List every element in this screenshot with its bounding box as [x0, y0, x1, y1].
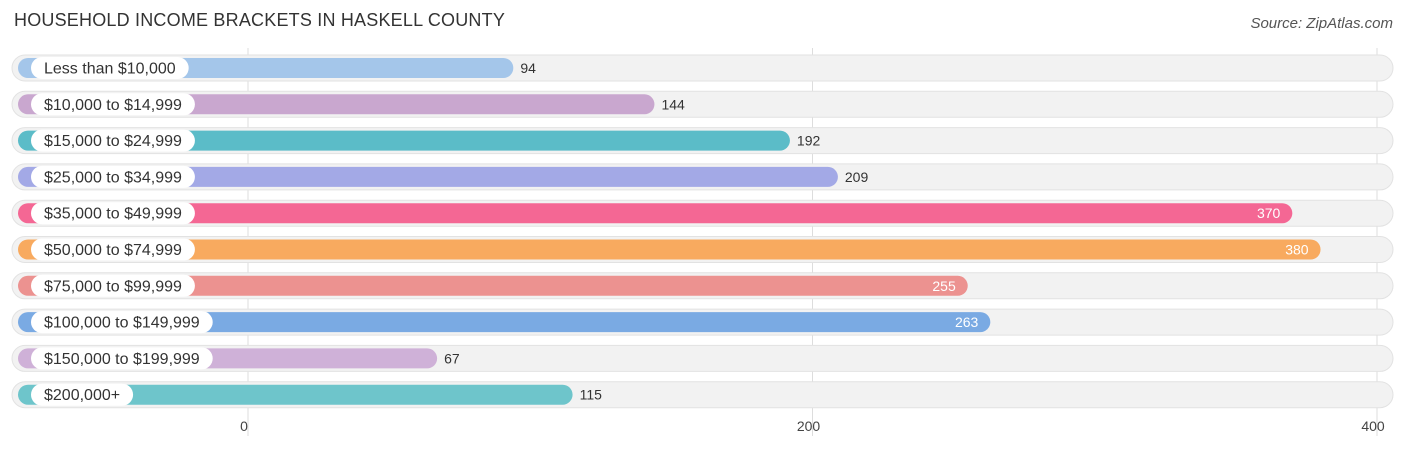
- category-label: $200,000+: [44, 387, 120, 404]
- value-label: 255: [932, 278, 956, 294]
- x-axis-ticks: 0 200 400: [240, 418, 1385, 434]
- value-label: 209: [845, 169, 869, 185]
- category-label: $25,000 to $34,999: [44, 169, 182, 186]
- category-label-pill: [31, 202, 195, 225]
- value-label: 94: [520, 60, 536, 76]
- category-label-pill: [31, 93, 195, 116]
- bar: [18, 384, 573, 405]
- value-label: 192: [797, 133, 821, 149]
- category-label: $10,000 to $14,999: [44, 97, 182, 114]
- category-label-pill: [31, 274, 195, 297]
- category-label: $150,000 to $199,999: [44, 351, 200, 368]
- category-label-pill: [31, 129, 195, 152]
- category-label-pill: [31, 238, 195, 261]
- source-credit: Source: ZipAtlas.com: [1250, 15, 1393, 32]
- bar: [18, 275, 968, 296]
- bar: [18, 166, 838, 187]
- value-label: 370: [1257, 205, 1281, 221]
- category-label-pill: [31, 165, 195, 188]
- bar-rows: Less than $10,000 94 $10,000 to $14,999 144…: [11, 54, 1394, 409]
- category-label: $75,000 to $99,999: [44, 278, 182, 295]
- category-label: $50,000 to $74,999: [44, 242, 182, 259]
- category-label: $100,000 to $149,999: [44, 315, 200, 332]
- category-label-pill: [31, 311, 213, 334]
- category-label: $35,000 to $49,999: [44, 206, 182, 223]
- value-label: 263: [955, 314, 979, 330]
- category-label-pill: [31, 57, 189, 79]
- x-tick-label: 400: [1361, 418, 1385, 434]
- category-label-pill: [31, 383, 134, 406]
- bar: [18, 239, 1321, 260]
- value-label: 380: [1285, 242, 1309, 258]
- chart-title: HOUSEHOLD INCOME BRACKETS IN HASKELL COU…: [14, 10, 506, 30]
- bar: [18, 203, 1293, 224]
- bar: [18, 130, 790, 151]
- value-label: 144: [661, 96, 685, 112]
- category-label: Less than $10,000: [44, 61, 176, 78]
- category-label-pill: [31, 347, 213, 370]
- category-label: $15,000 to $24,999: [44, 133, 182, 150]
- value-label: 67: [444, 350, 460, 366]
- x-tick-label: 0: [240, 418, 248, 434]
- value-label: 115: [580, 387, 603, 403]
- x-tick-label: 200: [797, 418, 821, 434]
- bar: [18, 312, 991, 333]
